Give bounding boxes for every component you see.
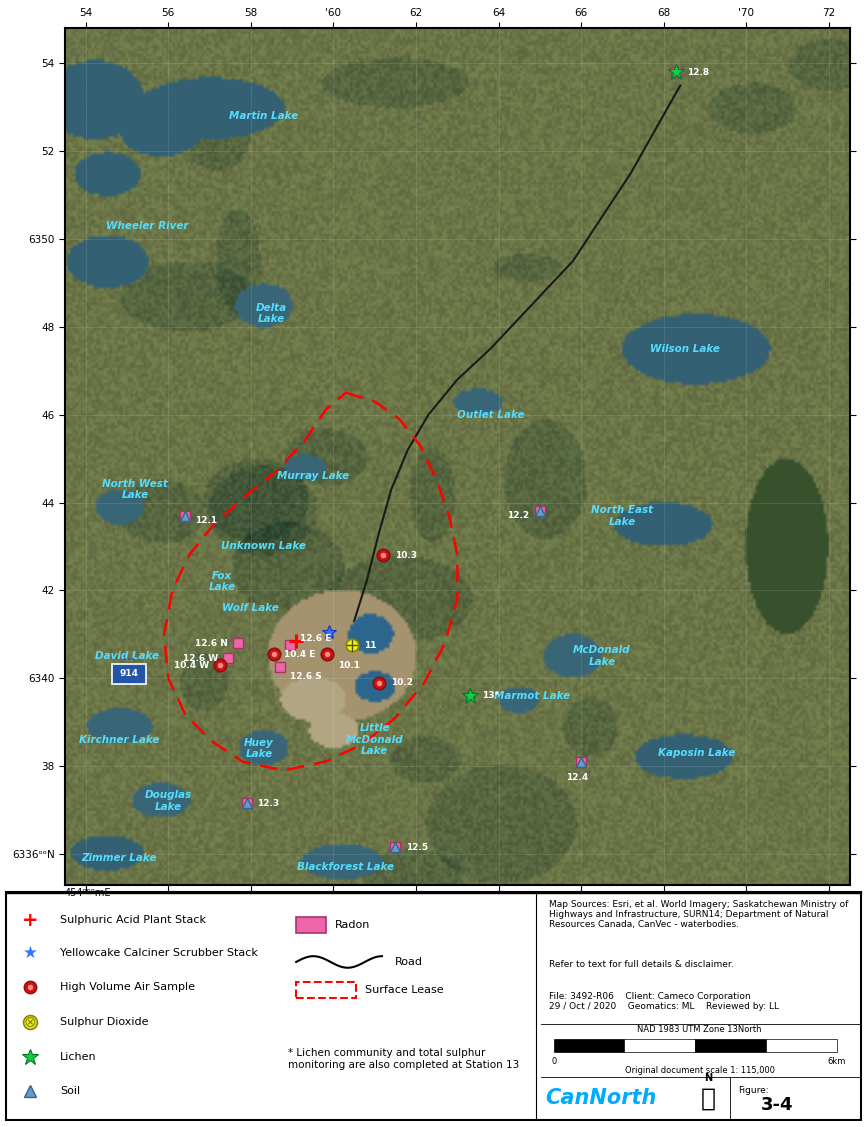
Text: Sulphur Dioxide: Sulphur Dioxide	[60, 1017, 148, 1027]
Text: 11: 11	[364, 641, 377, 650]
Text: +: +	[22, 911, 38, 930]
Text: Wheeler River: Wheeler River	[107, 221, 189, 231]
Text: North West
Lake: North West Lake	[102, 479, 168, 500]
Text: 454ᵒᵒᵒmE: 454ᵒᵒᵒmE	[65, 888, 112, 898]
Text: 6km: 6km	[828, 1057, 846, 1066]
Text: David Lake: David Lake	[95, 651, 159, 662]
Text: Lichen: Lichen	[60, 1051, 97, 1062]
Text: Murray Lake: Murray Lake	[277, 471, 349, 481]
Text: Surface Lease: Surface Lease	[365, 985, 443, 995]
Text: 12.8: 12.8	[687, 68, 708, 77]
Bar	[297, 917, 326, 933]
Bar	[554, 1039, 624, 1053]
Text: 12.2: 12.2	[507, 512, 530, 521]
Text: * Lichen community and total sulphur
monitoring are also completed at Station 13: * Lichen community and total sulphur mon…	[288, 1048, 518, 1070]
Text: Road: Road	[394, 957, 423, 967]
Text: 10.4 W: 10.4 W	[174, 660, 210, 669]
Text: 10.3: 10.3	[395, 551, 417, 560]
Text: 12.4: 12.4	[566, 773, 588, 782]
Text: File: 3492-R06    Client: Cameco Corporation
29 / Oct / 2020    Geomatics: ML   : File: 3492-R06 Client: Cameco Corporatio…	[550, 992, 779, 1011]
Text: CanNorth: CanNorth	[545, 1089, 656, 1108]
Text: 12.6 E: 12.6 E	[301, 635, 332, 644]
Text: North East
Lake: North East Lake	[591, 505, 654, 526]
Text: 12.6 W: 12.6 W	[183, 654, 218, 663]
Text: ⬤: ⬤	[693, 1084, 724, 1112]
Text: Blackforest Lake: Blackforest Lake	[297, 862, 394, 872]
Text: 0: 0	[551, 1057, 557, 1066]
Text: 12.3: 12.3	[257, 799, 279, 808]
Text: Kaposin Lake: Kaposin Lake	[658, 748, 735, 758]
Text: Fox
Lake: Fox Lake	[208, 570, 236, 593]
Text: Unknown Lake: Unknown Lake	[221, 541, 306, 551]
Text: Original document scale 1: 115,000: Original document scale 1: 115,000	[624, 1066, 774, 1075]
Text: Marmot Lake: Marmot Lake	[493, 691, 570, 701]
Text: Kirchner Lake: Kirchner Lake	[79, 735, 159, 745]
Text: ⊗: ⊗	[23, 1014, 36, 1030]
Text: 10.4 E: 10.4 E	[284, 649, 316, 658]
Text: 10.1: 10.1	[337, 660, 360, 669]
Text: Delta
Lake: Delta Lake	[256, 303, 287, 325]
Bar	[766, 1039, 837, 1053]
Text: McDonald
Lake: McDonald Lake	[573, 646, 630, 667]
Text: 914: 914	[120, 669, 139, 678]
Text: Yellowcake Calciner Scrubber Stack: Yellowcake Calciner Scrubber Stack	[60, 948, 258, 958]
Text: Radon: Radon	[335, 920, 370, 930]
Text: Huey
Lake: Huey Lake	[244, 738, 274, 760]
Text: 13*: 13*	[482, 691, 499, 700]
Bar	[112, 664, 147, 684]
Text: Outlet Lake: Outlet Lake	[457, 410, 525, 419]
Text: •••: •••	[123, 657, 135, 663]
Text: 12.1: 12.1	[195, 516, 218, 525]
Text: 12.6 N: 12.6 N	[195, 639, 228, 648]
Text: 12.5: 12.5	[406, 843, 427, 852]
Text: Sulphuric Acid Plant Stack: Sulphuric Acid Plant Stack	[60, 915, 206, 925]
Text: ⦿: ⦿	[701, 1086, 715, 1110]
Text: Wilson Lake: Wilson Lake	[649, 344, 720, 354]
Text: NAD 1983 UTM Zone 13North: NAD 1983 UTM Zone 13North	[637, 1026, 762, 1035]
Bar	[695, 1039, 766, 1053]
Text: Map Sources: Esri, et al. World Imagery; Saskatchewan Ministry of
Highways and I: Map Sources: Esri, et al. World Imagery;…	[550, 899, 849, 930]
Text: Martin Lake: Martin Lake	[229, 112, 297, 121]
Text: Wolf Lake: Wolf Lake	[223, 603, 279, 613]
Text: High Volume Air Sample: High Volume Air Sample	[60, 983, 195, 993]
Text: 3-4: 3-4	[760, 1097, 793, 1115]
Text: 12.6 S: 12.6 S	[290, 672, 322, 681]
Text: Soil: Soil	[60, 1086, 81, 1097]
Text: N: N	[704, 1073, 712, 1083]
Text: 10.2: 10.2	[391, 678, 414, 687]
Text: ★: ★	[23, 943, 37, 961]
Bar	[624, 1039, 695, 1053]
Text: Douglas
Lake: Douglas Lake	[145, 790, 192, 813]
Text: Refer to text for full details & disclaimer.: Refer to text for full details & disclai…	[550, 960, 734, 968]
Text: Little
McDonald
Lake: Little McDonald Lake	[346, 724, 403, 756]
Text: Figure:: Figure:	[738, 1085, 769, 1094]
Text: Zimmer Lake: Zimmer Lake	[81, 853, 156, 863]
